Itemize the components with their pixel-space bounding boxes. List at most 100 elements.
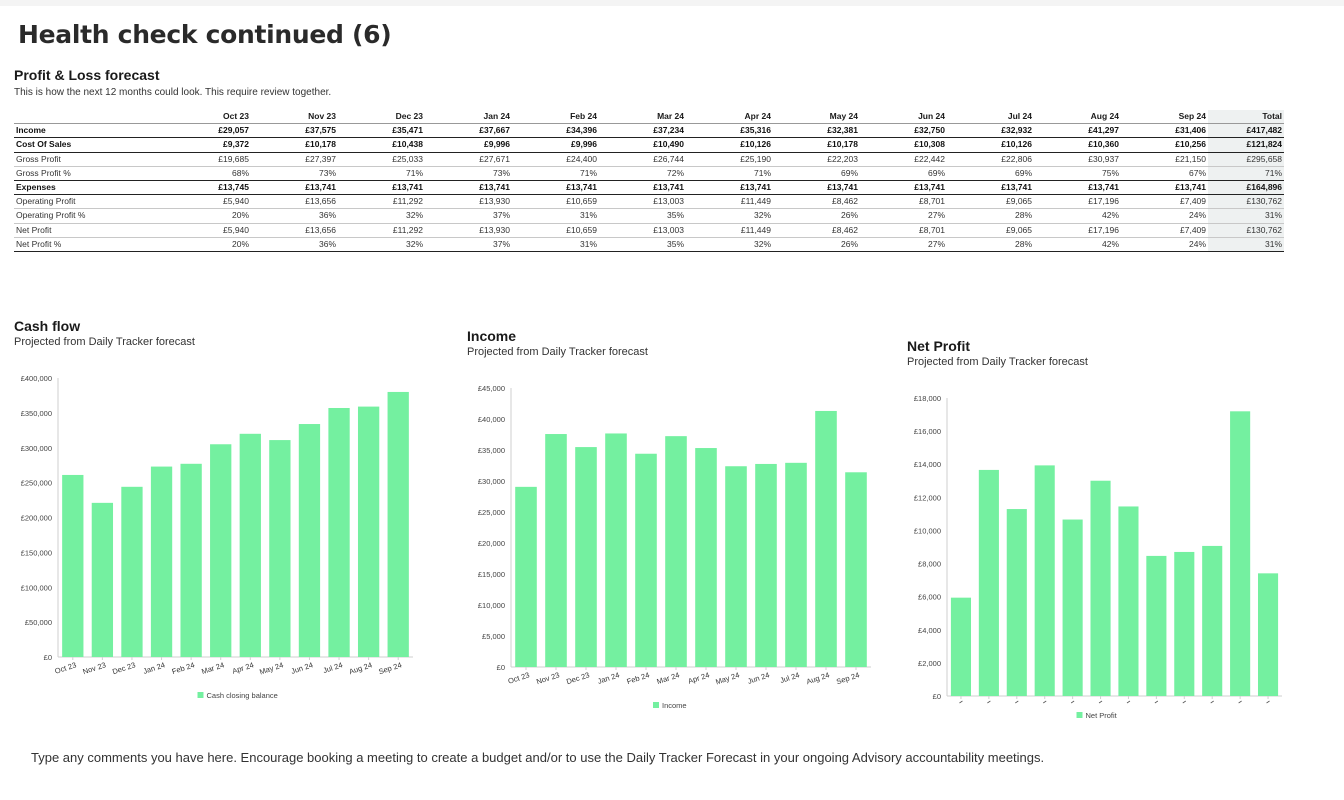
table-cell: £32,932 xyxy=(947,123,1034,139)
x-tick-label: Jul 24 xyxy=(779,670,801,685)
x-tick-glyph xyxy=(1042,700,1047,704)
table-cell: 68% xyxy=(164,166,251,181)
bar xyxy=(785,462,807,667)
table-cell: 71% xyxy=(512,166,599,181)
table-cell: £13,741 xyxy=(686,180,773,196)
table-cell: £37,575 xyxy=(251,123,338,139)
legend-label: Income xyxy=(662,701,687,710)
table-cell: £22,203 xyxy=(773,152,860,167)
bar xyxy=(357,406,380,657)
pl-section-title: Profit & Loss forecast xyxy=(14,67,160,83)
table-cell: £10,438 xyxy=(338,137,425,153)
table-cell: £11,292 xyxy=(338,194,425,210)
table-cell: 20% xyxy=(164,208,251,224)
table-cell: 36% xyxy=(251,237,338,252)
table-cell: £13,930 xyxy=(425,194,512,210)
table-cell: 73% xyxy=(425,166,512,181)
bar xyxy=(605,433,627,667)
table-row: Expenses £13,745 £13,741 £13,741 £13,741 £13,… xyxy=(14,180,1284,196)
top-bar xyxy=(0,0,1344,6)
table-cell: £22,806 xyxy=(947,152,1034,167)
bar xyxy=(150,466,173,657)
x-tick-label: Sep 24 xyxy=(835,670,860,686)
table-cell: £13,741 xyxy=(1121,180,1208,196)
table-cell: 69% xyxy=(947,166,1034,181)
bar xyxy=(575,447,597,667)
x-tick-label: Nov 23 xyxy=(82,660,107,676)
y-tick-label: £0 xyxy=(497,663,505,672)
table-cell: 67% xyxy=(1121,166,1208,181)
table-cell: 69% xyxy=(773,166,860,181)
bar xyxy=(1062,519,1083,696)
table-cell: 36% xyxy=(251,208,338,224)
x-tick-label: Jun 24 xyxy=(290,660,314,676)
table-cell: £13,741 xyxy=(599,180,686,196)
table-cell: 31% xyxy=(512,237,599,252)
table-cell: £17,196 xyxy=(1034,194,1121,210)
table-cell: £10,360 xyxy=(1034,137,1121,153)
y-tick-label: £4,000 xyxy=(918,626,941,635)
row-label: Operating Profit xyxy=(14,194,164,210)
table-cell: 32% xyxy=(338,237,425,252)
y-tick-label: £25,000 xyxy=(478,508,505,517)
table-cell: 37% xyxy=(425,208,512,224)
table-cell: £10,178 xyxy=(773,137,860,153)
table-cell: £10,659 xyxy=(512,194,599,210)
x-tick-label: Oct 23 xyxy=(54,660,78,675)
table-cell: £13,741 xyxy=(512,180,599,196)
row-label: Gross Profit % xyxy=(14,166,164,181)
table-cell: £13,741 xyxy=(860,180,947,196)
table-cell: £10,126 xyxy=(686,137,773,153)
y-tick-label: £6,000 xyxy=(918,593,941,602)
table-row: Operating Profit % 20% 36% 32% 37% 31% 35% 32% 2… xyxy=(14,208,1284,224)
y-tick-label: £2,000 xyxy=(918,659,941,668)
x-tick-glyph xyxy=(1266,700,1270,704)
bar xyxy=(1118,506,1139,696)
x-tick-label: Jan 24 xyxy=(596,670,620,686)
table-cell: £10,178 xyxy=(251,137,338,153)
x-tick-label: Nov 23 xyxy=(535,670,560,686)
bar xyxy=(328,407,350,657)
table-column-header: Aug 24 xyxy=(1034,110,1121,125)
table-cell: £8,462 xyxy=(773,223,860,238)
bar xyxy=(1257,573,1279,696)
table-cell: £29,057 xyxy=(164,123,251,139)
netprofit-chart-title: Net Profit xyxy=(907,338,970,354)
table-cell: 28% xyxy=(947,237,1034,252)
table-cell: 26% xyxy=(773,237,860,252)
cashflow-bar-chart: £0 £50,000 £100,000 £150,000 £200,000 £250,00… xyxy=(21,374,413,700)
y-tick-label: £0 xyxy=(933,692,941,701)
netprofit-bar-chart: £0 £2,000 £4,000 £6,000 £8,000 £10,000 £12,000… xyxy=(914,394,1282,720)
y-tick-label: £200,000 xyxy=(21,514,52,523)
table-cell: 32% xyxy=(686,208,773,224)
table-cell: £8,701 xyxy=(860,194,947,210)
table-cell: £11,449 xyxy=(686,194,773,210)
table-column-header: Dec 23 xyxy=(338,110,425,125)
x-tick-label: Mar 24 xyxy=(200,660,225,676)
table-cell: £13,741 xyxy=(338,180,425,196)
y-tick-label: £15,000 xyxy=(478,570,505,579)
table-cell: £9,065 xyxy=(947,194,1034,210)
table-cell: £5,940 xyxy=(164,194,251,210)
legend-swatch xyxy=(653,702,659,708)
table-cell: 26% xyxy=(773,208,860,224)
table-cell: 37% xyxy=(425,237,512,252)
table-cell: £13,741 xyxy=(773,180,860,196)
bar xyxy=(1006,509,1027,696)
bar xyxy=(1230,411,1251,696)
table-cell: 20% xyxy=(164,237,251,252)
table-cell: 42% xyxy=(1034,237,1121,252)
y-tick-label: £16,000 xyxy=(914,427,941,436)
x-tick-glyph xyxy=(1238,700,1242,704)
row-label: Cost Of Sales xyxy=(14,137,164,153)
x-tick-glyph xyxy=(1154,700,1159,704)
y-tick-label: £18,000 xyxy=(914,394,941,403)
table-cell: £9,372 xyxy=(164,137,251,153)
table-column-header: Jul 24 xyxy=(947,110,1034,125)
bar xyxy=(978,469,999,696)
table-cell: £35,316 xyxy=(686,123,773,139)
table-column-header: Nov 23 xyxy=(251,110,338,125)
table-cell: £21,150 xyxy=(1121,152,1208,167)
comments-note[interactable]: Type any comments you have here. Encoura… xyxy=(31,750,1045,765)
table-cell: £27,671 xyxy=(425,152,512,167)
